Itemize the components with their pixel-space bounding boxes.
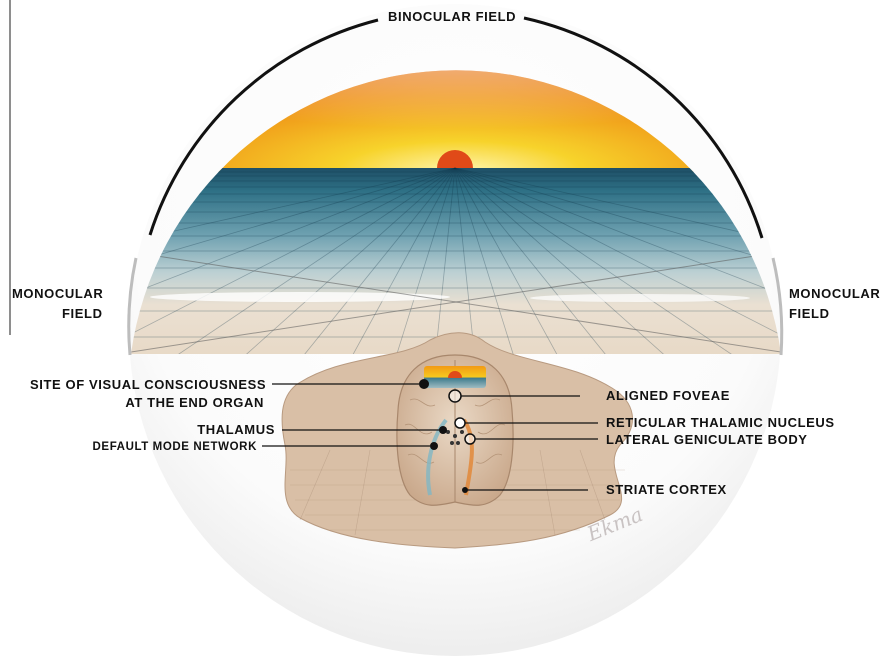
binocular-field-label: BINOCULAR FIELD — [388, 9, 517, 24]
brain-projection — [281, 332, 633, 549]
marker-default-mode — [430, 442, 438, 450]
monocular-left-label-line1: MONOCULAR — [12, 286, 104, 301]
grid-converging — [131, 167, 781, 354]
default-mode-network-label: DEFAULT MODE NETWORK — [92, 441, 257, 453]
leader-lines — [262, 383, 598, 491]
monocular-right-label-line1: MONOCULAR — [789, 286, 881, 301]
marker-thalamus — [439, 426, 447, 434]
monocular-arc-right — [771, 257, 784, 356]
marker-striate-cortex — [462, 487, 468, 493]
aligned-foveae-label: ALIGNED FOVEAE — [606, 388, 730, 403]
striate-cortex-label: STRIATE CORTEX — [606, 482, 727, 497]
marker-aligned-foveae — [448, 389, 462, 403]
marker-lgn — [464, 433, 476, 445]
monocular-left-label-line2: FIELD — [62, 306, 103, 321]
lateral-geniculate-body-label: LATERAL GENICULATE BODY — [606, 432, 808, 447]
optic-radiation-right — [462, 418, 474, 496]
binocular-arc-left — [148, 18, 379, 236]
marker-site-of-consciousness — [419, 379, 429, 389]
site-label-line2: AT THE END ORGAN — [125, 395, 264, 410]
sun — [437, 150, 473, 168]
site-label-line1: SITE OF VISUAL CONSCIOUSNESS — [30, 377, 267, 392]
ground-plane — [131, 168, 781, 354]
monocular-right-label-line2: FIELD — [789, 306, 830, 321]
monocular-arc-left — [127, 257, 138, 356]
marker-reticular-nucleus — [454, 417, 466, 429]
reticular-thalamic-nucleus-label: RETICULAR THALAMIC NUCLEUS — [606, 415, 835, 430]
thalamus-label: THALAMUS — [197, 422, 275, 437]
binocular-arc-right — [523, 16, 764, 239]
